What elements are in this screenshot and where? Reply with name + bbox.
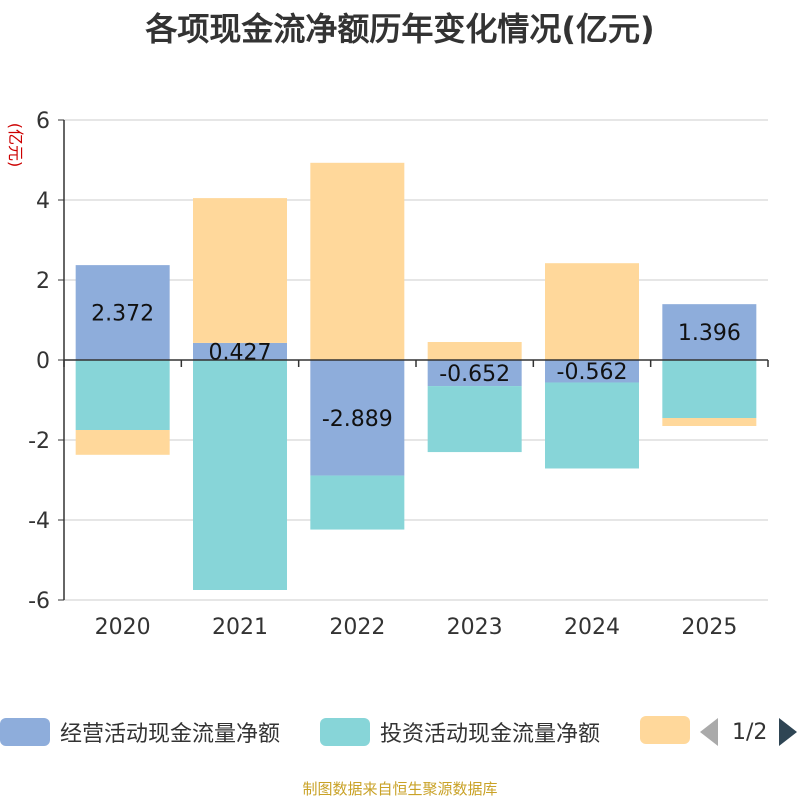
bar-series1-2023	[427, 360, 522, 387]
bar-series2-2025	[662, 360, 757, 418]
y-tick-label: -4	[28, 509, 50, 534]
data-label: -2.889	[322, 407, 393, 432]
y-axis-label: (亿元)	[6, 123, 25, 168]
bar-series1-2020	[75, 265, 170, 360]
legend-pager: 1/2	[700, 718, 798, 746]
bar-series1-2025	[662, 304, 757, 360]
legend-item-investing[interactable]: 投资活动现金流量净额	[320, 716, 600, 748]
bar-series2-2022	[310, 475, 405, 530]
data-label: 0.427	[209, 340, 272, 365]
bar-series3-2024	[545, 263, 639, 360]
x-tick-label: 2021	[212, 615, 268, 640]
y-tick-label: -6	[28, 589, 50, 614]
x-tick-label: 2020	[95, 615, 151, 640]
bar-series3-2022	[310, 162, 405, 360]
bar-series3-2020	[75, 430, 170, 455]
x-tick-label: 2025	[681, 615, 737, 640]
bar-series1-2024	[545, 360, 639, 383]
bar-series1-2021	[193, 342, 287, 360]
bar-series2-2024	[545, 382, 639, 469]
bar-series2-2020	[75, 360, 170, 430]
chart-area: 6 4 2 0 -2 -4 -6 (亿元) 2.372 0.427 -2.889 -0.652 -0.5…	[6, 109, 769, 640]
bar-series2-2021	[193, 360, 287, 590]
legend-swatch-financing	[640, 716, 690, 744]
legend: 经营活动现金流量净额 投资活动现金流量净额 1/2	[0, 716, 800, 754]
legend-label-operating: 经营活动现金流量净额	[60, 722, 281, 747]
y-tick-label: 0	[36, 349, 50, 374]
data-source: 制图数据来自恒生聚源数据库	[302, 780, 498, 798]
legend-next-icon[interactable]	[779, 718, 798, 746]
data-label: -0.562	[557, 360, 628, 385]
data-label: 1.396	[678, 321, 741, 346]
y-tick-label: 6	[36, 109, 50, 134]
y-tick-label: 4	[36, 189, 50, 214]
data-label: 2.372	[91, 302, 154, 327]
legend-swatch-operating	[0, 718, 50, 746]
y-tick-label: 2	[36, 269, 50, 294]
y-tick-label: -2	[28, 429, 50, 454]
bar-series3-2025	[662, 418, 757, 426]
bar-series1-2022	[310, 360, 405, 476]
bar-series2-2023	[427, 386, 522, 453]
legend-swatch-investing	[320, 718, 370, 746]
legend-item-operating[interactable]: 经营活动现金流量净额	[0, 716, 280, 748]
chart-title: 各项现金流净额历年变化情况(亿元)	[145, 10, 655, 48]
x-tick-label: 2023	[447, 615, 503, 640]
legend-page-indicator: 1/2	[732, 719, 768, 745]
bar-series3-2021	[193, 198, 287, 343]
x-tick-label: 2022	[329, 615, 385, 640]
legend-item-financing[interactable]	[640, 716, 690, 744]
x-tick-label: 2024	[564, 615, 620, 640]
data-label: -0.652	[439, 362, 510, 387]
legend-prev-icon[interactable]	[700, 718, 718, 746]
legend-label-investing: 投资活动现金流量净额	[380, 722, 601, 747]
bar-series3-2023	[427, 342, 522, 360]
